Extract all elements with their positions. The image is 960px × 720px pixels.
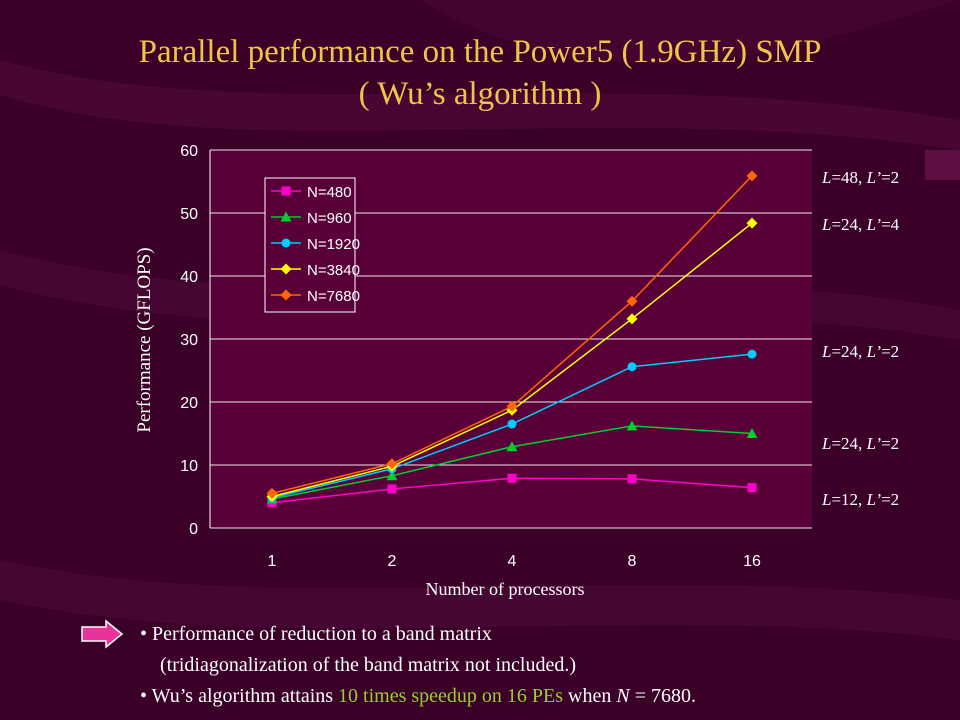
data-point xyxy=(626,420,638,431)
level-annotation: L=12, L’=2 xyxy=(821,490,899,509)
bullet-1-cont-text: (tridiagonalization of the band matrix n… xyxy=(160,654,576,676)
data-point xyxy=(746,170,758,182)
y-tick-label: 40 xyxy=(180,269,198,286)
x-tick-label: 16 xyxy=(743,553,761,570)
level-annotation: L=24, L’=4 xyxy=(821,215,900,234)
bullet-1-continuation: (tridiagonalization of the band matrix n… xyxy=(160,654,576,677)
data-point xyxy=(506,441,518,452)
legend-label: N=480 xyxy=(307,184,352,201)
bullet-2-highlight: 10 times speedup on 16 PEs xyxy=(338,685,564,707)
legend-box xyxy=(264,177,356,313)
y-tick-label: 20 xyxy=(180,395,198,412)
x-tick-label: 4 xyxy=(508,553,517,570)
legend-marker xyxy=(281,186,291,196)
legend-label: N=960 xyxy=(307,210,352,227)
bullet-2-pre: Wu’s algorithm attains xyxy=(151,685,339,707)
bullet-2-mid: when xyxy=(563,685,617,707)
legend-marker xyxy=(280,211,292,222)
data-point xyxy=(747,349,757,359)
data-point xyxy=(507,419,517,429)
slide-subtitle: ( Wu’s algorithm ) xyxy=(358,76,602,112)
legend-label: N=3840 xyxy=(307,262,360,279)
data-point xyxy=(626,295,638,307)
level-annotation: L=48, L’=2 xyxy=(821,168,899,187)
data-point xyxy=(627,362,637,372)
level-annotation: L=24, L’=2 xyxy=(821,434,899,453)
bullet-dot: • xyxy=(140,685,148,707)
data-point xyxy=(386,470,398,481)
x-tick-label: 1 xyxy=(268,553,277,570)
y-tick-label: 0 xyxy=(189,521,198,538)
data-point xyxy=(626,313,638,325)
data-point xyxy=(746,217,758,229)
data-point xyxy=(747,483,757,493)
data-point xyxy=(266,487,278,499)
data-point xyxy=(386,458,398,470)
data-point xyxy=(627,474,637,484)
data-point xyxy=(507,473,517,483)
data-point xyxy=(387,484,397,494)
y-tick-label: 60 xyxy=(180,143,198,160)
bullet-item-2: • Wu’s algorithm attains 10 times speedu… xyxy=(140,685,696,708)
legend-label: N=1920 xyxy=(307,236,360,253)
x-axis-label: Number of processors xyxy=(426,579,585,599)
bullet-item-1: • Performance of reduction to a band mat… xyxy=(140,623,492,646)
legend-label: N=7680 xyxy=(307,288,360,305)
arrow-right-icon xyxy=(81,619,124,649)
y-tick-label: 50 xyxy=(180,206,198,223)
data-point xyxy=(746,428,758,438)
bullet-dot: • xyxy=(140,623,148,645)
x-tick-label: 2 xyxy=(388,553,397,570)
y-tick-label: 10 xyxy=(180,458,198,475)
legend-marker xyxy=(281,238,291,248)
x-tick-label: 8 xyxy=(628,553,637,570)
bullet-1-text: Performance of reduction to a band matri… xyxy=(152,623,492,645)
y-tick-label: 30 xyxy=(180,332,198,349)
bullet-2-var: N xyxy=(616,685,630,707)
bullet-2-post: = 7680. xyxy=(629,685,696,707)
slide-title: Parallel performance on the Power5 (1.9G… xyxy=(138,34,822,70)
level-annotation: L=24, L’=2 xyxy=(821,342,899,361)
legend-marker xyxy=(280,263,292,275)
data-point xyxy=(506,400,518,412)
legend-marker xyxy=(280,289,292,301)
y-axis-label: Performance (GFLOPS) xyxy=(134,247,155,432)
